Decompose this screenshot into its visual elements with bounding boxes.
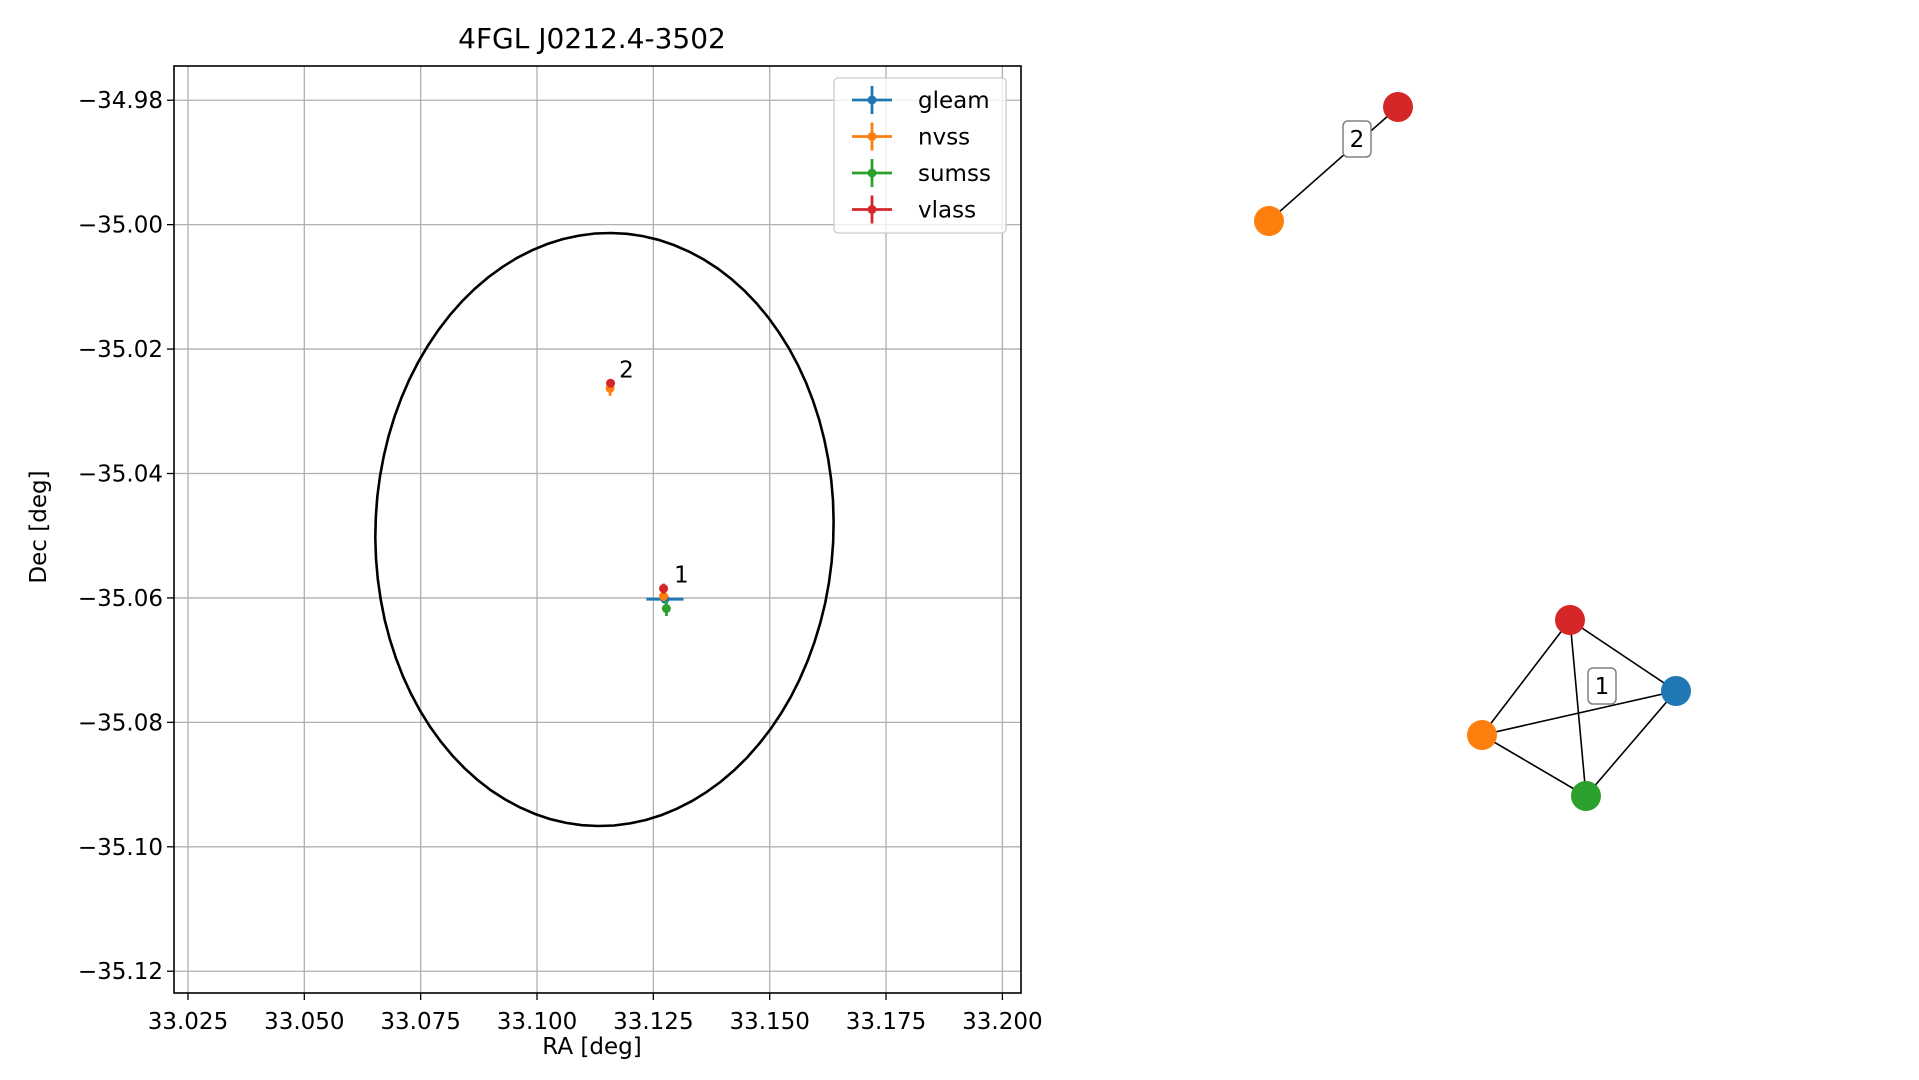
graph-edge [1585, 690, 1677, 797]
graph-node-gleam [1661, 676, 1691, 706]
graph-nodes [1254, 92, 1691, 811]
scatter-panel: 21 33.025 33.050 33.075 33.100 33.125 33.150 3… [26, 22, 1043, 1060]
axes-frame [173, 65, 1022, 994]
cluster-label: 2 [1350, 127, 1365, 153]
x-tick-label: 33.200 [962, 1009, 1042, 1035]
graph-edge [1481, 619, 1571, 736]
cluster-label: 1 [1595, 674, 1610, 700]
chart-title: 4FGL J0212.4-3502 [458, 22, 726, 55]
graph-edge [1569, 619, 1587, 797]
legend-marker [867, 168, 877, 178]
x-tick-label: 33.050 [264, 1009, 344, 1035]
legend-item-nvss: nvss [852, 122, 970, 151]
sumss-point [661, 601, 671, 616]
vlass-marker [659, 584, 669, 594]
x-tick-label: 33.100 [497, 1009, 577, 1035]
legend-box [833, 77, 1007, 234]
graph-panel: 21 [1254, 92, 1691, 811]
legend-label: sumss [918, 161, 991, 187]
y-axis-ticks: −34.98 −35.00 −35.02 −35.04 −35.06 −35.08 −35.… [78, 88, 174, 985]
graph-edge [1569, 619, 1677, 692]
annotation-label: 1 [674, 563, 689, 589]
cluster-label-box [1587, 667, 1617, 705]
y-tick-label: −35.10 [78, 835, 163, 861]
legend-item-vlass: vlass [852, 195, 976, 224]
y-tick-label: −35.08 [78, 710, 163, 736]
graph-edges [1268, 106, 1677, 797]
legend-marker [867, 95, 877, 105]
x-tick-label: 33.175 [846, 1009, 926, 1035]
legend-label: nvss [918, 125, 970, 151]
graph-node-vlass [1383, 92, 1413, 122]
legend-marker [867, 132, 877, 141]
graph-node-vlass [1555, 605, 1585, 635]
graph-edge [1268, 106, 1399, 222]
legend-marker [867, 205, 877, 214]
legend-label: gleam [918, 88, 990, 114]
x-tick-label: 33.125 [613, 1009, 693, 1035]
y-tick-label: −34.98 [78, 88, 163, 114]
y-tick-label: −35.00 [78, 213, 163, 239]
x-axis-ticks: 33.025 33.050 33.075 33.100 33.125 33.150 33.1… [148, 993, 1043, 1035]
vlass-point [659, 583, 669, 594]
x-tick-label: 33.150 [729, 1009, 809, 1035]
graph-edge [1481, 690, 1677, 736]
graph-node-sumss [1571, 781, 1601, 811]
graph-node-nvss [1254, 206, 1284, 236]
sumss-marker [661, 604, 671, 614]
x-axis-label: RA [deg] [542, 1034, 641, 1060]
legend-label: vlass [918, 198, 976, 224]
error-ellipse [373, 231, 835, 828]
y-tick-label: −35.04 [78, 462, 163, 488]
vlass-marker [606, 378, 616, 388]
graph-node-nvss [1467, 720, 1497, 750]
vlass-point [606, 378, 616, 388]
data-points [605, 378, 684, 616]
y-axis-label: Dec [deg] [26, 470, 52, 583]
annotation-label: 2 [619, 357, 634, 383]
x-tick-label: 33.025 [148, 1009, 228, 1035]
y-tick-label: −35.06 [78, 586, 163, 612]
point-annotations: 21 [619, 357, 689, 588]
cluster-label-box [1342, 120, 1372, 158]
legend-item-gleam: gleam [852, 86, 990, 114]
y-tick-label: −35.02 [78, 337, 163, 363]
x-tick-label: 33.075 [380, 1009, 460, 1035]
legend: gleam nvss sumss vlass [833, 77, 1007, 234]
legend-item-sumss: sumss [852, 159, 991, 187]
nvss-marker [659, 591, 669, 601]
graph-cluster-labels: 21 [1342, 120, 1617, 705]
graph-edge [1481, 734, 1587, 797]
y-tick-label: −35.12 [78, 959, 163, 985]
